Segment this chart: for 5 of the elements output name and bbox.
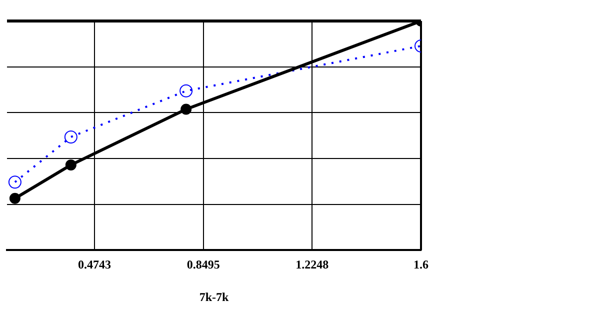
x-tick-label: 1.6 xyxy=(414,257,428,272)
x-tick-label: 0.8495 xyxy=(186,257,220,272)
x-tick-label: 1.2248 xyxy=(296,257,329,272)
x-tick-label: 0.4743 xyxy=(78,257,112,272)
x-axis-title: 7k-7k xyxy=(199,290,229,304)
